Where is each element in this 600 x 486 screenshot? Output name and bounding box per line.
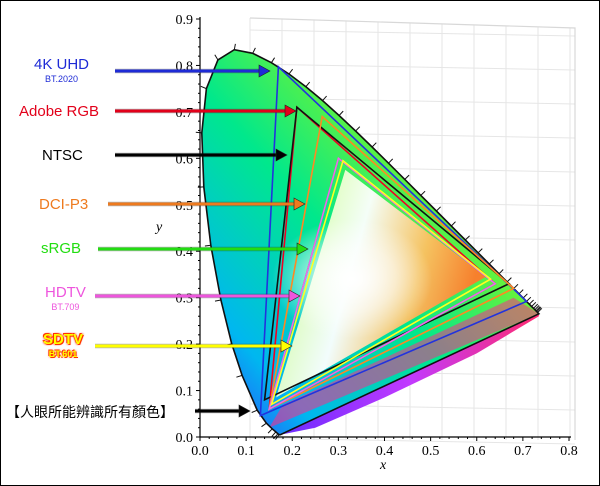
label-sdtv-main: SDTV — [43, 331, 84, 348]
x-tick-label: 0.2 — [284, 444, 302, 459]
wavelength-tick — [420, 190, 426, 196]
label-adobe-rgb: Adobe RGB — [19, 103, 99, 121]
wavelength-tick — [531, 301, 537, 307]
label-adobe-rgb-main: Adobe RGB — [19, 103, 100, 120]
arrow-hdtv — [95, 289, 301, 303]
gamut-triangle-hdtv — [267, 156, 497, 411]
locus-outline — [200, 48, 541, 436]
y-tick-label: 0.9 — [176, 13, 194, 28]
magenta-region — [269, 297, 539, 428]
label-dci-p3: DCI-P3 — [39, 196, 88, 214]
wavelength-tick — [261, 422, 267, 428]
label-human-vision-main: 【人眼所能辨識所有顏色】 — [6, 405, 174, 421]
wavelength-tick — [506, 277, 512, 283]
gamut-triangle-4k-uhd — [259, 65, 529, 417]
wavelength-tick — [214, 54, 219, 61]
wavelength-tick — [404, 174, 410, 180]
arrow-ntsc — [115, 148, 288, 162]
label-hdtv-sub: BT.709 — [51, 302, 80, 312]
label-dci-p3-main: DCI-P3 — [39, 196, 89, 213]
label-hdtv-main: HDTV — [45, 284, 86, 301]
grid-line — [249, 29, 576, 37]
wavelength-tick — [267, 428, 273, 434]
arrow-adobe-rgb — [115, 104, 297, 118]
label-sdtv: SDTV BT.601 — [43, 331, 84, 360]
x-tick-label: 0.1 — [237, 444, 255, 459]
gamut-triangle-ntsc — [263, 105, 511, 402]
wavelength-tick — [477, 248, 483, 254]
gamut-triangle-sdtv — [270, 159, 493, 407]
wavelength-tick — [535, 306, 541, 312]
x-tick-label: 0.4 — [376, 444, 394, 459]
label-ntsc-main: NTSC — [42, 147, 83, 164]
wavelength-tick — [534, 305, 540, 311]
y-tick-label: 0.0 — [176, 431, 194, 446]
label-ntsc: NTSC — [42, 147, 83, 165]
x-tick-label: 0.3 — [330, 444, 348, 459]
label-4k-uhd-sub: BT.2020 — [44, 74, 79, 84]
label-srgb: sRGB — [41, 240, 81, 258]
label-4k-uhd-main: 4K UHD — [34, 56, 90, 73]
wavelength-tick — [464, 235, 470, 241]
y-tick-label: 0.1 — [176, 385, 194, 400]
wavelength-tick — [251, 409, 258, 413]
wavelength-tick — [488, 259, 494, 265]
wavelength-tick — [436, 206, 441, 212]
x-axis-title: x — [380, 458, 387, 473]
x-tick-label: 0.6 — [468, 444, 486, 459]
wavelength-tick — [338, 110, 344, 116]
y-tick-label: 0.7 — [176, 106, 194, 121]
wavelength-tick — [233, 43, 236, 50]
wavelength-tick — [528, 299, 534, 305]
arrow-sdtv — [95, 339, 293, 353]
x-tick-label: 0.8 — [560, 444, 578, 459]
wavelength-tick — [518, 289, 524, 295]
gamut-triangles — [259, 65, 529, 417]
wavelength-tick — [498, 269, 504, 275]
wavelength-tick — [195, 131, 202, 134]
wavelength-tick — [371, 142, 377, 148]
wavelength-tick — [450, 221, 456, 227]
wavelength-tick — [305, 81, 311, 88]
grid-edge — [249, 17, 576, 440]
wavelength-tick — [204, 244, 211, 247]
wavelength-tick — [388, 158, 394, 164]
wavelength-tick — [288, 68, 294, 75]
arrow-dci-p3 — [108, 197, 306, 211]
label-arrows — [95, 64, 309, 418]
gamut-triangle-dci-p3 — [268, 114, 516, 411]
wavelength-tick — [537, 307, 543, 313]
x-tick-label: 0.5 — [422, 444, 440, 459]
arrow-srgb — [98, 242, 309, 256]
wavelength-tick — [200, 85, 207, 90]
wavelength-tick — [536, 307, 542, 312]
label-hdtv: HDTV BT.709 — [45, 284, 86, 313]
wavelength-tick — [522, 293, 528, 299]
grid-line — [249, 437, 576, 445]
y-axis-title: y — [156, 220, 163, 235]
wavelength-tick — [513, 283, 519, 289]
wavelength-tick — [214, 299, 221, 302]
white-point-glow — [272, 219, 433, 340]
label-srgb-main: sRGB — [41, 240, 82, 257]
wavelength-tick — [533, 303, 539, 309]
label-human-vision: 【人眼所能辨識所有顏色】 — [6, 402, 174, 422]
wavelength-tick — [526, 296, 532, 302]
wavelength-tick — [270, 57, 276, 63]
x-tick-label: 0.7 — [514, 444, 532, 459]
wavelength-tick — [355, 126, 361, 132]
label-4k-uhd: 4K UHD BT.2020 — [34, 56, 90, 85]
wavelength-tick — [236, 374, 243, 378]
y-tick-label: 0.5 — [176, 199, 194, 214]
wavelength-tick — [322, 95, 327, 101]
arrow-human-vision — [195, 404, 251, 418]
arrow-4k-uhd — [115, 64, 271, 78]
wavelength-tick — [252, 47, 256, 54]
x-tick-label: 0.0 — [191, 444, 209, 459]
wavelength-tick — [271, 431, 277, 437]
label-sdtv-sub: BT.601 — [48, 349, 78, 359]
grid-line — [249, 63, 576, 71]
